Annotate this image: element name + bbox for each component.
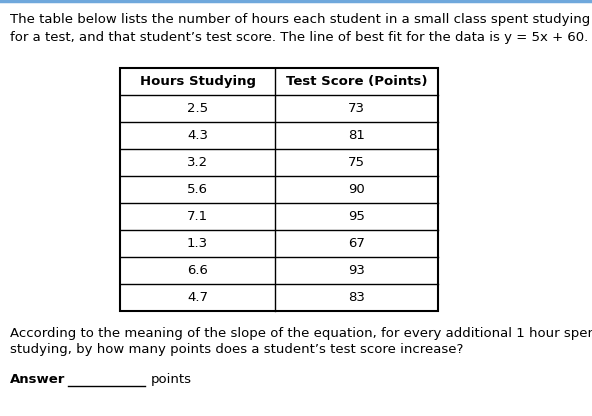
Text: 67: 67: [348, 237, 365, 250]
Text: Test Score (Points): Test Score (Points): [286, 75, 427, 88]
Bar: [120, 68, 438, 311]
Text: for a test, and that student’s test score. The line of best fit for the data is : for a test, and that student’s test scor…: [10, 31, 588, 44]
Text: 5.6: 5.6: [187, 183, 208, 196]
Text: 3.2: 3.2: [187, 156, 208, 169]
Text: 95: 95: [348, 210, 365, 223]
Text: points: points: [151, 373, 192, 386]
Text: 1.3: 1.3: [187, 237, 208, 250]
Text: Answer: Answer: [10, 373, 65, 386]
Text: According to the meaning of the slope of the equation, for every additional 1 ho: According to the meaning of the slope of…: [10, 327, 592, 340]
Text: 7.1: 7.1: [187, 210, 208, 223]
Text: Hours Studying: Hours Studying: [140, 75, 256, 88]
Text: 90: 90: [348, 183, 365, 196]
Text: 81: 81: [348, 129, 365, 142]
Text: studying, by how many points does a student’s test score increase?: studying, by how many points does a stud…: [10, 343, 464, 356]
Text: 6.6: 6.6: [187, 264, 208, 277]
Text: 73: 73: [348, 102, 365, 115]
Text: 93: 93: [348, 264, 365, 277]
Text: 4.7: 4.7: [187, 291, 208, 304]
Text: 75: 75: [348, 156, 365, 169]
Text: 4.3: 4.3: [187, 129, 208, 142]
Text: 2.5: 2.5: [187, 102, 208, 115]
Text: The table below lists the number of hours each student in a small class spent st: The table below lists the number of hour…: [10, 13, 590, 26]
Text: 83: 83: [348, 291, 365, 304]
